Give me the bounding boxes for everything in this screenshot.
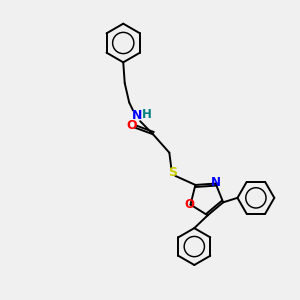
Text: N: N xyxy=(211,176,220,189)
Text: O: O xyxy=(126,119,137,132)
Text: S: S xyxy=(168,167,177,179)
Text: O: O xyxy=(184,198,194,211)
Text: H: H xyxy=(142,108,152,121)
Text: N: N xyxy=(131,109,142,122)
